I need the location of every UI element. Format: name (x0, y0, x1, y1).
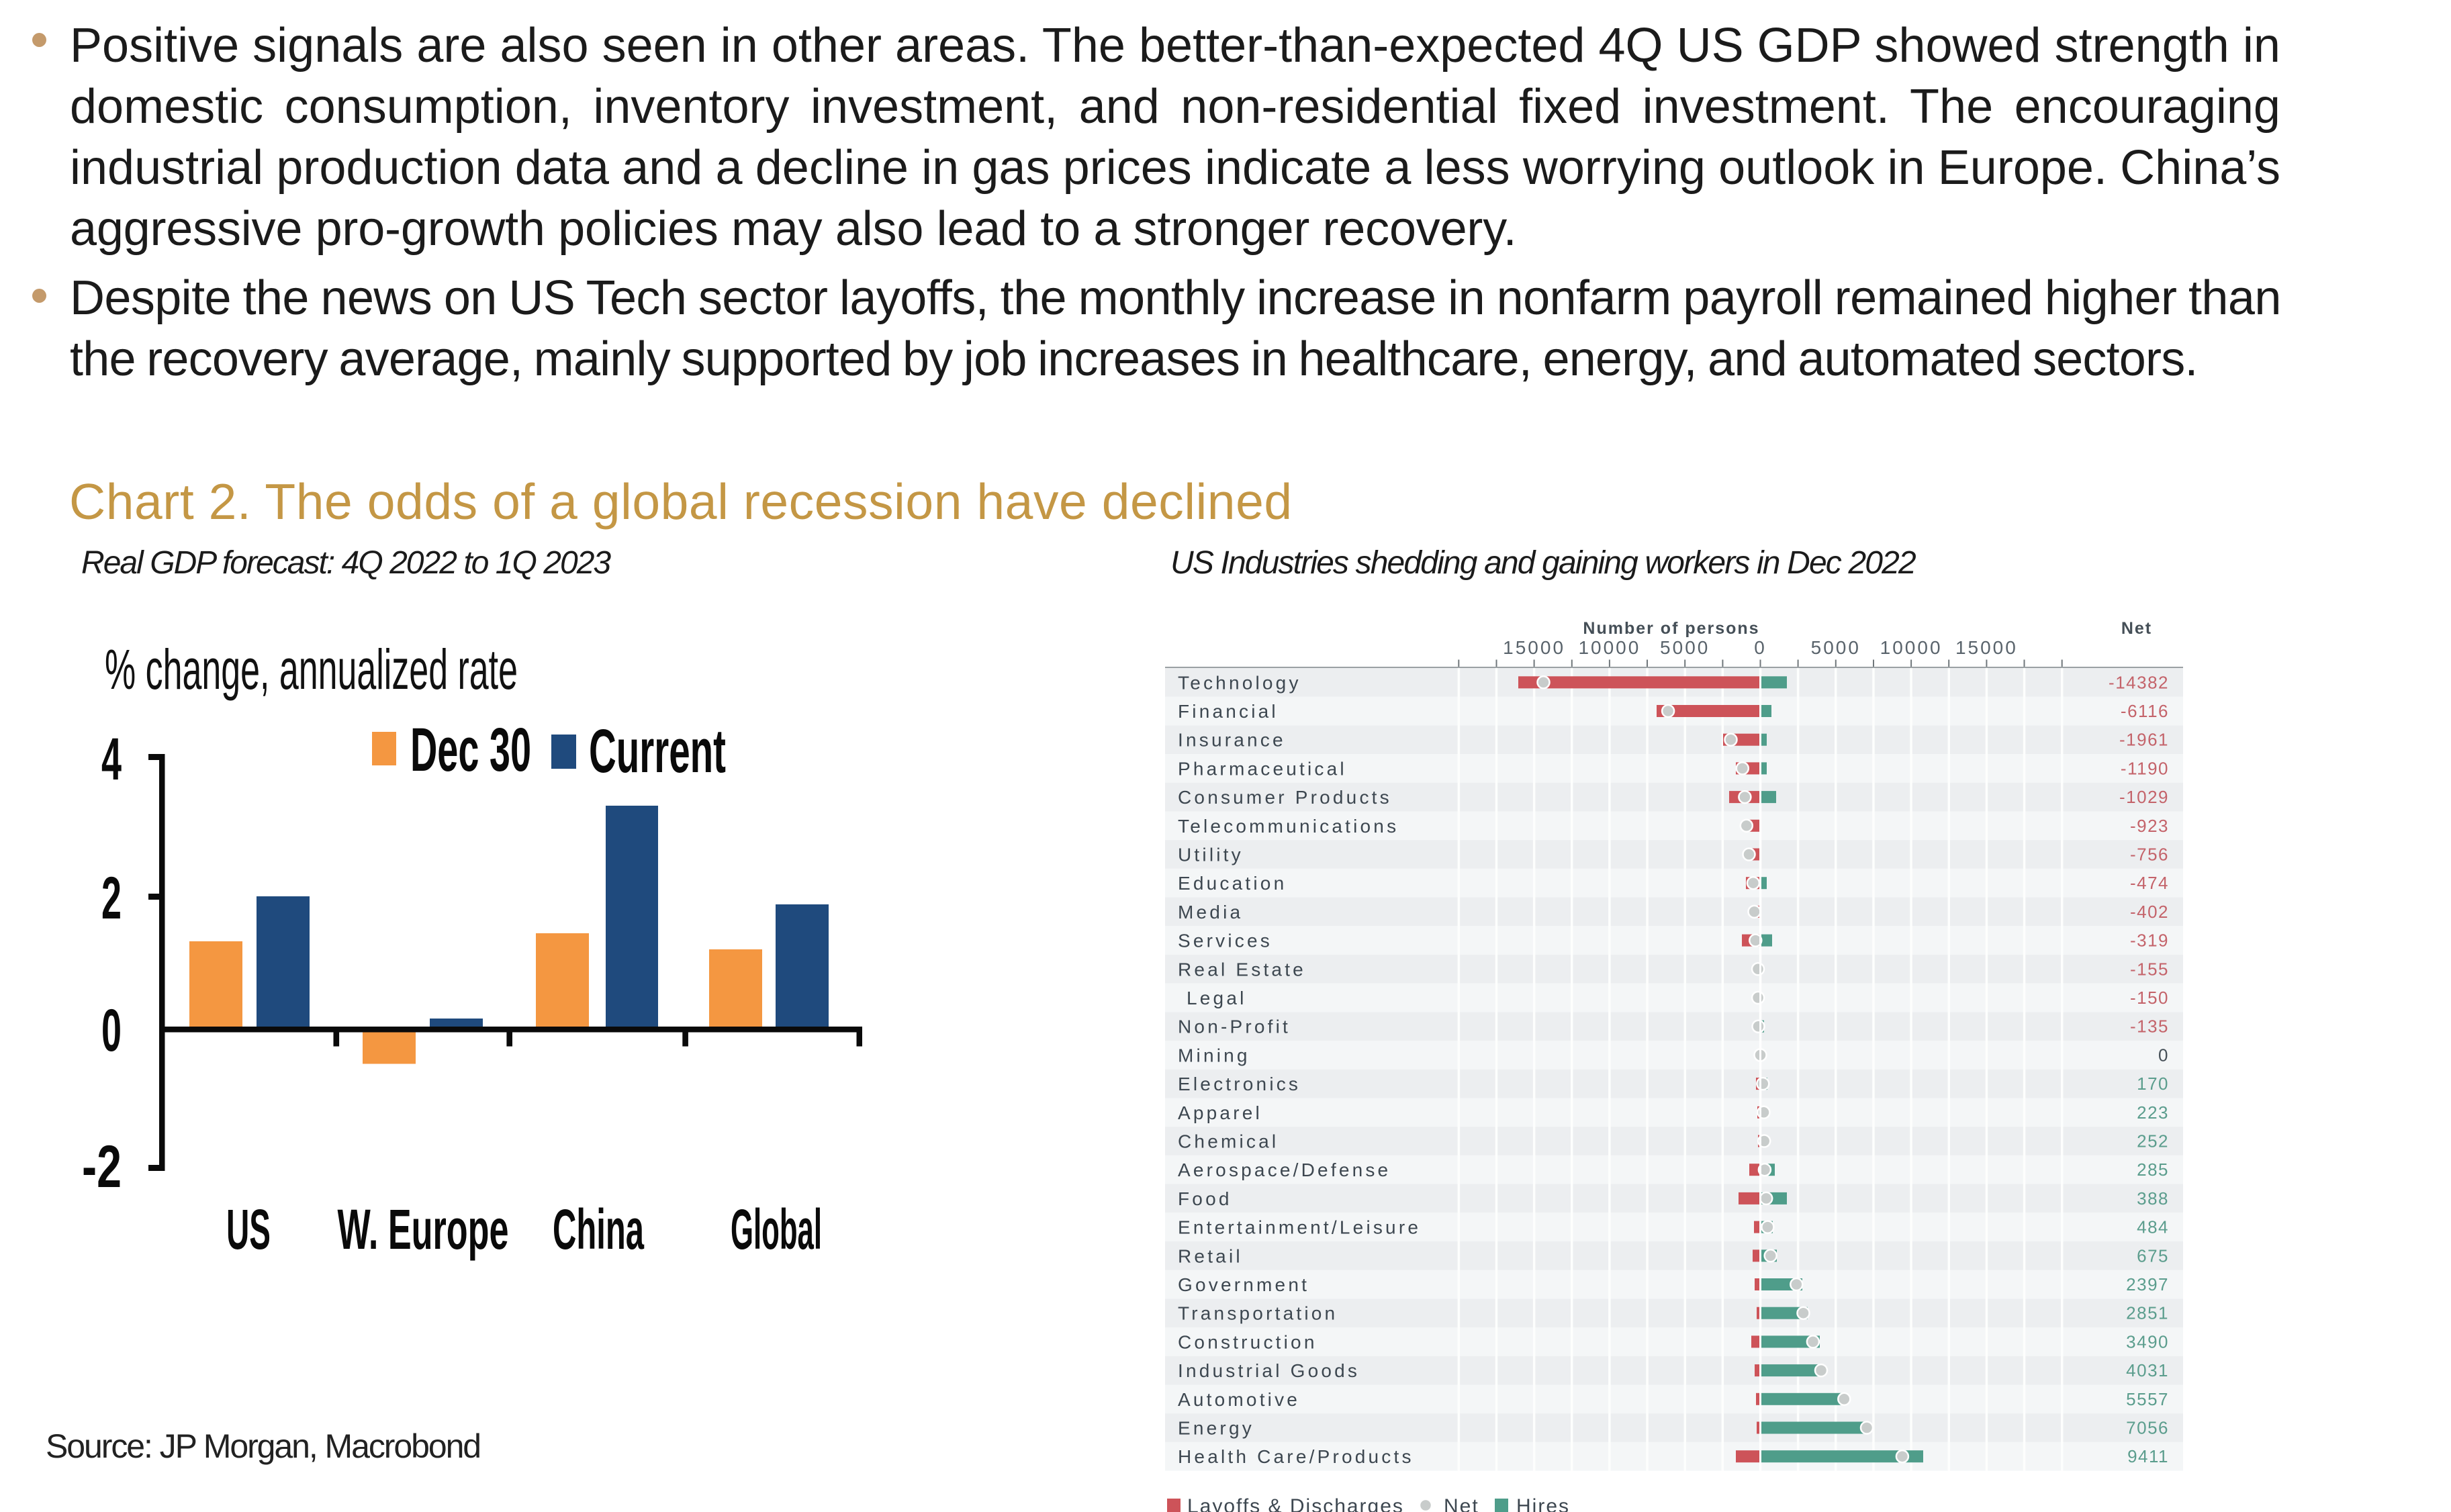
svg-text:Food: Food (1178, 1188, 1232, 1209)
svg-text:0: 0 (1754, 637, 1767, 658)
svg-text:Hires: Hires (1516, 1495, 1570, 1512)
svg-text:-14382: -14382 (2109, 672, 2169, 692)
svg-text:Technology: Technology (1178, 672, 1301, 693)
svg-text:-135: -135 (2130, 1017, 2169, 1037)
svg-text:4031: 4031 (2126, 1360, 2169, 1380)
svg-text:223: 223 (2137, 1102, 2169, 1123)
svg-text:15000: 15000 (1955, 637, 2018, 658)
svg-text:Insurance: Insurance (1178, 730, 1286, 751)
svg-text:-155: -155 (2130, 959, 2169, 979)
svg-text:-2: -2 (82, 1133, 122, 1200)
svg-text:-1190: -1190 (2121, 758, 2169, 778)
svg-text:5000: 5000 (1660, 637, 1710, 658)
svg-text:Chemical: Chemical (1178, 1131, 1279, 1152)
svg-text:W. Europe: W. Europe (338, 1198, 509, 1261)
svg-text:2397: 2397 (2126, 1274, 2169, 1294)
svg-text:2: 2 (101, 864, 122, 931)
svg-text:Global: Global (731, 1198, 822, 1261)
svg-text:-756: -756 (2130, 845, 2169, 865)
svg-text:3490: 3490 (2126, 1331, 2169, 1352)
svg-text:Electronics: Electronics (1178, 1074, 1301, 1094)
svg-text:Education: Education (1178, 873, 1287, 894)
svg-text:252: 252 (2137, 1131, 2169, 1151)
svg-text:Financial: Financial (1178, 701, 1279, 722)
svg-text:15000: 15000 (1503, 637, 1565, 658)
svg-text:5000: 5000 (1811, 637, 1861, 658)
svg-text:-402: -402 (2130, 902, 2169, 922)
svg-text:US: US (226, 1198, 271, 1261)
svg-text:Non-Profit: Non-Profit (1178, 1017, 1291, 1037)
svg-text:Net: Net (1444, 1495, 1479, 1512)
svg-text:484: 484 (2137, 1217, 2169, 1237)
svg-text:Mining: Mining (1178, 1045, 1250, 1066)
svg-text:Pharmaceutical: Pharmaceutical (1178, 758, 1347, 779)
svg-text:Consumer Products: Consumer Products (1178, 787, 1392, 808)
svg-text:% change, annualized rate: % change, annualized rate (105, 638, 518, 701)
svg-text:Aerospace/Defense: Aerospace/Defense (1178, 1160, 1391, 1180)
svg-text:Legal: Legal (1187, 988, 1247, 1008)
svg-text:Construction: Construction (1178, 1331, 1317, 1352)
svg-text:Media: Media (1178, 902, 1243, 923)
svg-text:Telecommunications: Telecommunications (1178, 816, 1399, 837)
svg-text:Transportation: Transportation (1178, 1303, 1338, 1324)
svg-text:5557: 5557 (2126, 1389, 2169, 1409)
svg-text:Retail: Retail (1178, 1245, 1243, 1266)
svg-text:Apparel: Apparel (1178, 1102, 1262, 1123)
svg-text:Health Care/Products: Health Care/Products (1178, 1446, 1414, 1467)
svg-text:Number of persons: Number of persons (1583, 619, 1759, 638)
svg-text:2851: 2851 (2126, 1303, 2169, 1323)
svg-text:-319: -319 (2130, 931, 2169, 951)
svg-text:4: 4 (101, 725, 122, 792)
svg-text:-1961: -1961 (2119, 730, 2169, 750)
svg-text:Services: Services (1178, 931, 1273, 951)
svg-text:675: 675 (2137, 1245, 2169, 1266)
svg-text:7056: 7056 (2126, 1418, 2169, 1438)
svg-text:China: China (553, 1198, 645, 1261)
svg-text:Dec 30: Dec 30 (410, 716, 531, 784)
svg-text:388: 388 (2137, 1188, 2169, 1209)
svg-text:Entertainment/Leisure: Entertainment/Leisure (1178, 1217, 1421, 1238)
svg-text:Industrial Goods: Industrial Goods (1178, 1360, 1360, 1381)
svg-text:285: 285 (2137, 1160, 2169, 1180)
svg-text:Government: Government (1178, 1274, 1309, 1295)
svg-text:Real Estate: Real Estate (1178, 959, 1306, 980)
svg-text:Current: Current (589, 717, 726, 786)
svg-text:Energy: Energy (1178, 1418, 1254, 1439)
svg-text:-6116: -6116 (2121, 701, 2169, 721)
svg-text:9411: 9411 (2127, 1446, 2169, 1466)
svg-text:170: 170 (2137, 1074, 2169, 1094)
svg-text:0: 0 (2158, 1045, 2169, 1065)
svg-text:Layoffs & Discharges: Layoffs & Discharges (1187, 1495, 1404, 1512)
svg-text:0: 0 (101, 996, 122, 1064)
svg-text:-474: -474 (2130, 873, 2169, 893)
svg-text:10000: 10000 (1880, 637, 1943, 658)
svg-text:-1029: -1029 (2119, 787, 2169, 807)
svg-text:Automotive: Automotive (1178, 1389, 1300, 1410)
svg-text:-923: -923 (2130, 816, 2169, 836)
svg-text:Net: Net (2121, 619, 2152, 638)
svg-text:10000: 10000 (1578, 637, 1640, 658)
svg-text:-150: -150 (2130, 988, 2169, 1008)
svg-text:Utility: Utility (1178, 845, 1244, 865)
